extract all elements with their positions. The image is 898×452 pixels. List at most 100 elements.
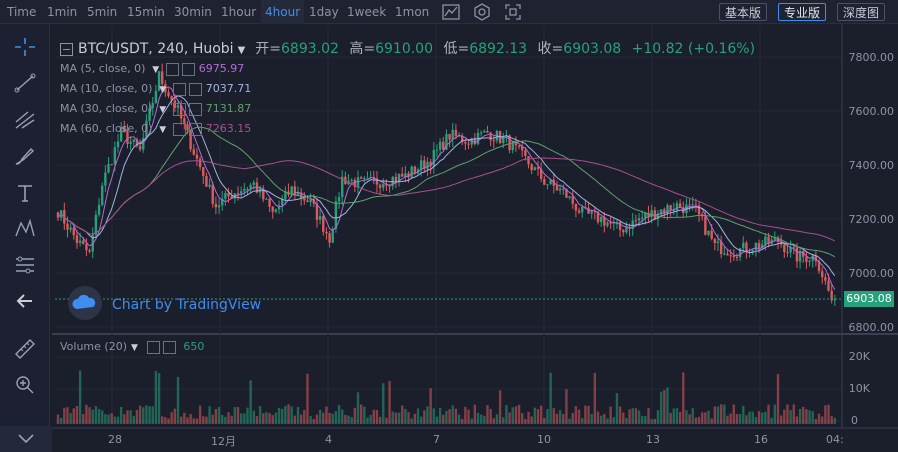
watermark-text[interactable]: Chart by TradingView (112, 297, 262, 313)
volume-bar (742, 405, 745, 424)
version-basic-button[interactable]: 基本版 (719, 3, 768, 21)
brush-icon[interactable] (12, 144, 38, 168)
volume-bar (429, 388, 432, 424)
ma-10-visibility-icon[interactable] (173, 82, 187, 96)
volume-bar (492, 418, 495, 424)
timeframe-1week[interactable]: 1week (347, 5, 387, 19)
ma-60-close-icon[interactable] (189, 122, 203, 136)
candle-body (732, 255, 735, 258)
timeframe-1hour[interactable]: 1hour (221, 5, 257, 19)
settings-icon[interactable] (471, 2, 493, 22)
volume-bar (562, 414, 565, 424)
ma-5-visibility-icon[interactable] (166, 62, 180, 76)
volume-bar (110, 413, 113, 424)
volume-bar (202, 416, 205, 424)
volume-bar (448, 409, 451, 424)
pitchfork-icon[interactable] (12, 108, 38, 132)
candle-body (533, 167, 537, 171)
volume-bar (299, 414, 303, 424)
ma-60-visibility-icon[interactable] (173, 122, 187, 136)
ma-30-row[interactable]: MA (30, close, 0) ▼ 7131.87 (60, 102, 252, 116)
volume-bar (170, 412, 173, 424)
candle-body (461, 135, 464, 143)
fib-retracement-icon[interactable] (12, 253, 38, 277)
ma-30-visibility-icon[interactable] (173, 102, 187, 116)
candle-body (138, 145, 142, 150)
volume-bar (189, 414, 192, 424)
timeframe-time[interactable]: Time (7, 5, 37, 19)
volume-tick-20k: 20K (848, 350, 870, 363)
volume-bar (701, 412, 704, 424)
symbol-menu-icon[interactable]: ▼ (237, 45, 246, 56)
trend-line-icon[interactable] (12, 71, 38, 95)
volume-bar (281, 408, 284, 424)
volume-bar (72, 408, 75, 424)
volume-bar (217, 407, 221, 424)
timeframe-1mon[interactable]: 1mon (395, 5, 430, 19)
volume-bar (530, 416, 533, 424)
candle-body (252, 182, 255, 185)
volume-bar (603, 413, 606, 424)
pattern-icon[interactable] (12, 217, 38, 241)
volume-bar (78, 370, 82, 424)
volume-bar (306, 373, 309, 424)
volume-bar (817, 413, 821, 424)
collapse-legend-icon[interactable] (60, 42, 73, 56)
volume-bar (748, 411, 751, 424)
volume-tick-0: 0 (851, 414, 858, 427)
volume-bar (735, 413, 739, 424)
crosshair-icon[interactable] (12, 35, 38, 59)
timeframe-1day[interactable]: 1day (309, 5, 339, 19)
candle-body (555, 185, 559, 191)
ma-30-close-icon[interactable] (189, 102, 203, 116)
candle-body (157, 71, 161, 91)
text-tool-icon[interactable] (12, 181, 38, 205)
volume-close-icon[interactable] (162, 340, 176, 354)
volume-bar (258, 406, 262, 424)
ma-5-close-icon[interactable] (182, 62, 196, 76)
fullscreen-icon[interactable] (502, 2, 524, 22)
volume-bar (609, 406, 612, 424)
chart-type-icon[interactable] (440, 2, 462, 22)
candle-body (571, 196, 574, 204)
scroll-down-button[interactable] (0, 426, 52, 452)
volume-bar (764, 411, 767, 424)
timeframe-1min[interactable]: 1min (47, 5, 78, 19)
candle-body (397, 173, 401, 182)
volume-bar (407, 412, 410, 424)
back-arrow-icon[interactable] (12, 289, 38, 313)
zoom-in-icon[interactable] (12, 372, 38, 396)
volume-bar (802, 406, 805, 424)
volume-bar (227, 412, 230, 424)
candle-body (363, 178, 366, 180)
timeframe-15min[interactable]: 15min (127, 5, 165, 19)
tradingview-logo[interactable] (68, 286, 102, 320)
volume-bar (527, 411, 530, 424)
candle-body (688, 204, 691, 206)
volume-settings-icon[interactable] (146, 340, 160, 354)
candle-body (179, 105, 183, 119)
drawing-toolbar (0, 24, 50, 452)
ma-5-row[interactable]: MA (5, close, 0) ▼ 6975.97 (60, 62, 245, 76)
timeframe-30min[interactable]: 30min (174, 5, 212, 19)
depth-chart-button[interactable]: 深度图 (837, 3, 886, 21)
candle-body (489, 132, 492, 141)
candle-body (637, 218, 641, 221)
ma-10-close-icon[interactable] (189, 82, 203, 96)
volume-menu-icon[interactable]: ▼ (131, 343, 138, 353)
volume-bar (410, 418, 413, 424)
ma-10-row[interactable]: MA (10, close, 0) ▼ 7037.71 (60, 82, 252, 96)
volume-bar (754, 417, 758, 424)
volume-bar (192, 418, 195, 424)
candle-body (644, 212, 647, 218)
version-pro-button[interactable]: 专业版 (778, 3, 827, 21)
timeframe-4hour[interactable]: 4hour (261, 0, 305, 24)
volume-bar (451, 405, 454, 424)
ma-60-row[interactable]: MA (60, close, 0) ▼ 7263.15 (60, 122, 252, 136)
candle-body (562, 188, 565, 190)
timeframe-5min[interactable]: 5min (87, 5, 118, 19)
candle-body (423, 160, 426, 169)
candle-body (546, 184, 549, 186)
ruler-icon[interactable] (12, 336, 38, 360)
